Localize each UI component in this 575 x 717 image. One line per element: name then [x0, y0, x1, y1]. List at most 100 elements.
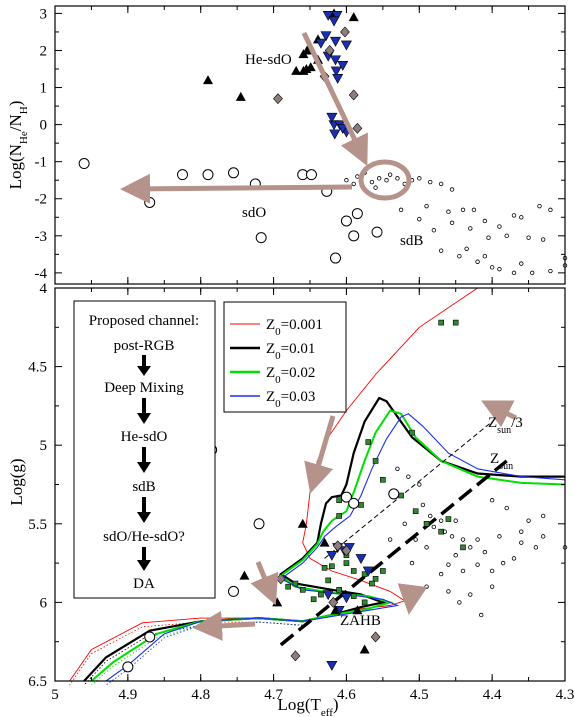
y-tick-label: -2 — [35, 192, 48, 208]
data-point-small-open-circle — [540, 534, 546, 539]
data-point-gray-diamond — [370, 631, 381, 643]
data-point-small-open-circle — [504, 233, 509, 239]
sdb-cluster-ellipse — [358, 159, 412, 201]
top-marks — [78, 8, 568, 276]
data-point-small-open-circle — [428, 513, 433, 519]
data-point-large-open-circle — [340, 491, 352, 503]
data-point-large-open-circle — [388, 488, 400, 500]
data-point-small-open-circle — [482, 549, 488, 555]
data-point-gray-diamond — [328, 596, 339, 608]
data-point-small-open-circle — [460, 537, 466, 542]
data-point-large-open-circle — [228, 585, 239, 597]
data-point-large-open-circle — [330, 252, 341, 264]
data-point-small-open-circle — [417, 216, 422, 222]
data-point-green-square — [412, 508, 419, 515]
data-point-small-open-circle — [387, 172, 393, 177]
data-point-green-square — [438, 528, 444, 535]
data-point-small-open-circle — [497, 266, 502, 272]
data-point-small-open-circle — [519, 261, 524, 266]
data-point-small-open-circle — [475, 562, 480, 567]
data-point-small-open-circle — [431, 228, 437, 233]
top-panel: 3 2 1 0 -1 -2 -3 -4 Log(NHe/NH) He-sdO sdO sdB — [6, 5, 568, 285]
data-point-filled-triangle — [319, 537, 330, 547]
data-point-blue-down-triangle — [340, 593, 352, 604]
annotation-sdb: sdB — [400, 233, 423, 249]
data-point-blue-down-triangle — [337, 61, 349, 71]
data-point-small-open-circle — [344, 178, 349, 183]
data-point-small-open-circle — [540, 237, 546, 242]
bottom-track-lines — [69, 287, 566, 686]
data-point-filled-triangle — [298, 49, 309, 59]
data-point-small-open-circle — [548, 268, 553, 274]
y-tick-label: 3 — [40, 6, 48, 22]
data-point-small-open-circle — [519, 215, 524, 220]
data-point-small-open-circle — [413, 537, 418, 542]
evolution-track-dotted-2 — [91, 621, 303, 686]
data-point-small-open-circle — [482, 218, 488, 224]
data-point-green-square — [358, 502, 364, 508]
data-point-gray-diamond — [332, 540, 343, 552]
x-tick-label: 4.4 — [483, 687, 502, 703]
bottom-ticks: 5 4.9 4.8 4.7 4.6 4.5 4.4 4.3 4 4.5 5 5.5 6 6.5 — [28, 281, 574, 703]
evolution-track-3 — [105, 413, 566, 682]
data-point-filled-triangle — [359, 644, 370, 654]
data-point-small-open-circle — [526, 235, 531, 240]
legend-entry-z0-03: Z0=0.03 — [230, 389, 315, 410]
data-point-filled-triangle — [203, 75, 213, 85]
data-point-blue-down-triangle — [329, 129, 341, 140]
y-tick-label: 5.5 — [28, 517, 47, 533]
data-point-blue-down-triangle — [331, 10, 343, 21]
data-point-small-open-circle — [446, 562, 451, 567]
x-tick-label: 4.9 — [118, 687, 137, 703]
data-point-blue-down-triangle — [326, 660, 338, 671]
y-tick-label: 5 — [40, 438, 48, 454]
y-tick-label: 6 — [40, 595, 48, 611]
data-point-filled-triangle — [239, 570, 250, 580]
channel-arrow-1 — [137, 355, 151, 376]
annotation-zsun: Zsun — [490, 451, 513, 472]
data-point-small-open-circle — [457, 254, 462, 259]
data-point-blue-down-triangle — [362, 566, 374, 577]
data-point-small-open-circle — [424, 203, 429, 209]
data-point-small-open-circle — [468, 592, 473, 597]
data-point-small-open-circle — [468, 226, 473, 231]
data-point-green-square — [438, 319, 444, 326]
data-point-green-square — [372, 458, 379, 464]
data-point-blue-down-triangle — [329, 55, 342, 66]
evolution-track-dotted-0 — [69, 621, 303, 686]
data-point-small-open-circle — [475, 537, 480, 542]
data-point-large-open-circle — [122, 661, 134, 673]
data-point-small-open-circle — [530, 270, 535, 276]
data-point-small-open-circle — [409, 560, 415, 566]
data-point-small-open-circle — [402, 584, 407, 589]
data-point-small-open-circle — [475, 259, 480, 264]
data-point-blue-down-triangle — [322, 10, 334, 21]
proposed-channel-box: Proposed channel: post-RGB Deep Mixing H… — [73, 300, 216, 599]
data-point-gray-diamond — [341, 545, 352, 556]
data-point-small-open-circle — [369, 179, 375, 185]
data-point-large-open-circle — [202, 169, 214, 181]
zsun-third-line — [324, 421, 493, 559]
data-point-blue-down-triangle — [329, 36, 342, 47]
data-point-small-open-circle — [351, 181, 356, 187]
data-point-green-square — [445, 516, 452, 522]
data-point-small-open-circle — [489, 568, 495, 574]
data-point-small-open-circle — [548, 207, 553, 213]
data-point-small-open-circle — [417, 482, 422, 487]
y-tick-label: 0 — [40, 118, 48, 134]
data-point-blue-down-triangle — [337, 124, 349, 134]
arrow-sdb-to-sdo — [120, 173, 353, 204]
data-point-small-open-circle — [482, 254, 488, 259]
data-point-small-open-circle — [497, 534, 502, 539]
x-tick-label: 4.8 — [191, 687, 210, 703]
data-point-filled-triangle — [330, 605, 341, 615]
channel-step-he-sdo: He-sdO — [121, 429, 168, 445]
y-tick-label: -3 — [35, 229, 48, 245]
data-point-small-open-circle — [504, 505, 509, 511]
annotation-sdo: sdO — [242, 205, 266, 221]
data-point-gray-diamond — [273, 93, 283, 105]
data-point-small-open-circle — [533, 545, 539, 550]
data-point-green-square — [350, 568, 357, 574]
arrow-hot-down — [250, 561, 279, 606]
data-point-small-open-circle — [479, 612, 484, 618]
